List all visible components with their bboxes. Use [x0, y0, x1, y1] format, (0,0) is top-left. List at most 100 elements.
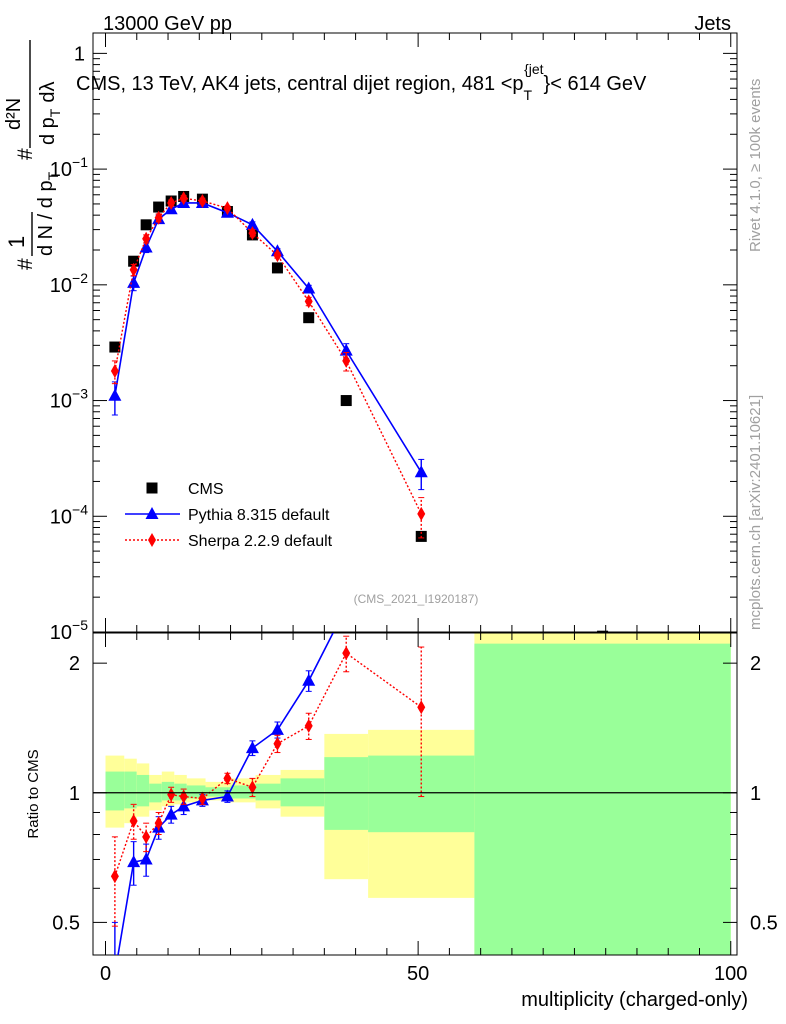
ratio-sherpa-point — [304, 718, 313, 733]
ylabel-top-denominator: d pTdλ — [37, 82, 63, 146]
main-cms-point — [303, 312, 315, 324]
band-green-7 — [205, 787, 231, 797]
axis-ticks: 1 10−1 10−2 10−3 10−4 10−5 0 50 100 0.5 0.5 1 1 2 2 — [50, 33, 778, 985]
ylabel-top-numerator: d²N — [3, 98, 25, 130]
main-pythia-point — [302, 281, 316, 294]
title-subscript: T — [524, 87, 533, 103]
ratio-sherpa-point — [223, 771, 232, 786]
ratio-ytick-label-right-0: 0.5 — [750, 912, 778, 934]
plot-title: CMS, 13 TeV, AK4 jets, central dijet reg… — [76, 61, 647, 103]
ratio-sherpa-point — [110, 869, 119, 884]
main-cms-point — [128, 255, 140, 267]
ratio-uncertainty-bands — [105, 633, 731, 955]
ylabel-one: 1 — [4, 236, 29, 248]
main-cms-point — [597, 630, 609, 632]
main-cms-point — [271, 262, 283, 274]
ratio-sherpa-point — [142, 829, 151, 844]
legend-marker-0 — [146, 482, 158, 494]
band-green-13 — [474, 643, 731, 955]
ylabel-hash-a: # — [14, 258, 37, 270]
energy-label: 13000 GeV pp — [103, 13, 232, 35]
main-y-axis-label: # 1 d N / d pT # d²N d pTdλ — [3, 40, 63, 270]
ratio-pythia-point — [302, 673, 316, 686]
legend-label-0: CMS — [188, 481, 224, 498]
legend: CMS Pythia 8.315 default Sherpa 2.2.9 defa… — [125, 481, 333, 550]
main-sherpa-point — [198, 194, 207, 209]
band-green-11 — [324, 757, 369, 830]
ylabel-hash-b: # — [14, 148, 37, 160]
ratio-pythia-point — [139, 852, 153, 865]
main-sherpa-point — [417, 506, 426, 521]
main-ytick-label-0: 1 — [74, 43, 85, 65]
ratio-series-layer — [110, 600, 426, 955]
ratio-pythia-point — [270, 722, 284, 735]
main-sherpa-point — [179, 191, 188, 206]
band-green-2 — [136, 774, 150, 807]
jets-label: Jets — [694, 13, 731, 35]
ylabel-denominator: d N / d pT — [35, 171, 61, 256]
xtick-label-1: 50 — [407, 963, 429, 985]
ratio-sherpa-point — [129, 813, 138, 828]
ratio-ytick-label-left-2: 2 — [69, 653, 80, 675]
main-sherpa-line — [114, 197, 422, 515]
main-cms-point — [109, 341, 121, 353]
ratio-ytick-label-left-1: 1 — [69, 783, 80, 805]
ratio-pythia-point — [127, 855, 141, 868]
ratio-pythia-point — [164, 807, 178, 820]
band-green-1 — [124, 771, 137, 809]
main-pythia-point — [414, 465, 428, 478]
ratio-pythia-point — [245, 741, 259, 754]
main-cms-point — [140, 219, 152, 231]
main-sherpa-point — [129, 262, 138, 277]
band-green-0 — [105, 771, 125, 811]
main-pythia-point — [127, 275, 141, 288]
ratio-ytick-label-right-2: 2 — [750, 653, 761, 675]
xtick-label-2: 100 — [714, 963, 747, 985]
title-suffix: }< 614 GeV — [544, 73, 648, 95]
ratio-pythia-point — [177, 799, 191, 812]
main-plot-frame — [92, 32, 738, 633]
main-ytick-label-5: 10−5 — [50, 617, 88, 644]
main-sherpa-point — [110, 364, 119, 379]
ratio-sherpa-point — [198, 791, 207, 806]
x-axis-label: multiplicity (charged-only) — [521, 989, 748, 1011]
title-prefix: CMS, 13 TeV, AK4 jets, central dijet reg… — [76, 73, 524, 95]
main-sherpa-point — [304, 294, 313, 309]
legend-marker-2 — [148, 533, 156, 547]
main-sherpa-point — [342, 353, 351, 368]
legend-marker-1 — [145, 507, 159, 519]
ratio-y-axis-label: Ratio to CMS — [25, 749, 42, 838]
main-pythia-point — [139, 240, 153, 253]
main-cms-point — [340, 395, 352, 407]
ratio-ytick-label-left-0: 0.5 — [52, 912, 80, 934]
main-series-layer — [108, 190, 609, 632]
main-sherpa-point — [248, 226, 257, 241]
ratio-sherpa-point — [167, 787, 176, 802]
xtick-label-0: 0 — [100, 963, 111, 985]
band-green-9 — [255, 783, 281, 801]
ratio-sherpa-point — [417, 700, 426, 715]
main-cms-point — [153, 201, 165, 213]
rivet-version-label: Rivet 4.1.0, ≥ 100k events — [747, 79, 764, 252]
ratio-plot-frame — [92, 632, 738, 956]
ratio-sherpa-point — [248, 780, 257, 795]
main-pythia-line — [114, 202, 422, 473]
main-pythia-point — [245, 217, 259, 230]
ratio-pythia-point — [340, 600, 353, 612]
main-ytick-label-1: 10−1 — [50, 154, 88, 181]
analysis-watermark: (CMS_2021_I1920187) — [354, 592, 479, 606]
main-pythia-point — [339, 343, 353, 356]
ratio-pythia-point — [220, 789, 234, 802]
ratio-sherpa-point — [273, 736, 282, 751]
main-ytick-label-2: 10−2 — [50, 270, 88, 297]
main-sherpa-point — [223, 201, 232, 216]
main-sherpa-point — [273, 248, 282, 263]
main-ytick-label-4: 10−4 — [50, 501, 88, 528]
main-sherpa-point — [142, 231, 151, 246]
ratio-ytick-label-right-1: 1 — [750, 783, 761, 805]
main-ytick-label-3: 10−3 — [50, 386, 88, 413]
mcplots-label: mcplots.cern.ch [arXiv:2401.10621] — [747, 395, 764, 630]
ratio-sherpa-point — [154, 816, 163, 831]
main-sherpa-point — [167, 195, 176, 210]
